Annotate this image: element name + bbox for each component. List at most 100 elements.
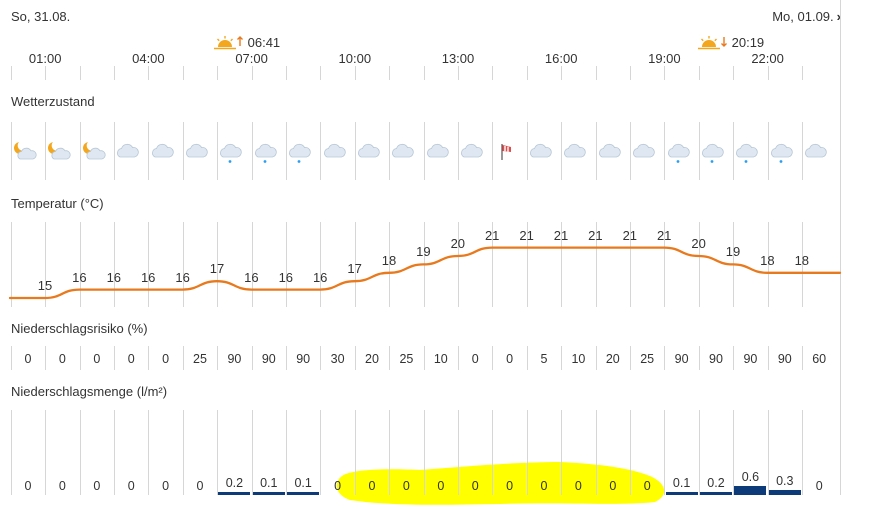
light-rain-icon [665, 138, 691, 164]
temperature-line [8, 246, 842, 300]
cloudy-icon [527, 138, 553, 164]
condition-grid-line [45, 122, 46, 180]
temperature-value: 16 [278, 269, 294, 285]
risk-grid-line [355, 346, 356, 370]
rain-risk-value: 25 [399, 352, 414, 366]
rain-amount-value: 0.1 [260, 476, 278, 490]
rain-amount-value: 0 [24, 479, 32, 493]
temperature-value: 21 [484, 227, 500, 243]
condition-grid-line [183, 122, 184, 180]
cloudy-icon [321, 138, 347, 164]
rain-risk-value: 90 [674, 352, 689, 366]
rain-risk-value: 60 [812, 352, 827, 366]
temperature-value: 18 [381, 252, 397, 268]
time-tick [630, 66, 631, 80]
time-tick [664, 66, 665, 80]
rain-amount-value: 0.1 [672, 476, 691, 490]
risk-grid-line [664, 346, 665, 370]
temperature-value: 21 [656, 227, 672, 243]
risk-grid-line [389, 346, 390, 370]
rain-amount-bar [287, 492, 320, 495]
light-rain-icon [286, 138, 312, 164]
amount-grid-line [768, 410, 769, 495]
time-tick [217, 66, 218, 80]
condition-grid-line [286, 122, 287, 180]
condition-grid-line [630, 122, 631, 180]
condition-grid-line [527, 122, 528, 180]
time-tick [320, 66, 321, 80]
cloudy-icon [802, 138, 828, 164]
rain-risk-value: 90 [227, 352, 242, 366]
amount-grid-line [183, 410, 184, 495]
amount-grid-line [286, 410, 287, 495]
rain-risk-value: 90 [261, 352, 276, 366]
condition-grid-line [217, 122, 218, 180]
risk-grid-line [252, 346, 253, 370]
rain-risk-value: 25 [640, 352, 655, 366]
rain-amount-value: 0 [402, 479, 410, 493]
time-tick [424, 66, 425, 80]
date-right-label: Mo, 01.09. [772, 9, 834, 24]
rain-amount-value: 0.2 [225, 476, 244, 490]
amount-grid-line [733, 410, 734, 495]
temperature-value: 21 [588, 227, 603, 243]
sunrise-time: 06:41 [247, 35, 281, 50]
temperature-grid-line [355, 222, 356, 307]
risk-grid-line [802, 346, 803, 370]
time-tick [183, 66, 184, 80]
temperature-grid-line [320, 222, 321, 307]
time-tick [355, 66, 356, 80]
rain-risk-value: 90 [296, 352, 311, 366]
section-title-rain-amount: Niederschlagsmenge (l/m²) [11, 384, 168, 399]
amount-grid-line [80, 410, 81, 495]
rain-risk-value: 0 [58, 352, 66, 366]
condition-grid-line [733, 122, 734, 180]
temperature-value: 16 [72, 269, 87, 285]
date-right-link[interactable]: Mo, 01.09. › [772, 9, 841, 24]
cloudy-icon [630, 138, 656, 164]
cloudy-icon [596, 138, 622, 164]
rain-risk-value: 90 [743, 352, 758, 366]
cloudy-icon [114, 138, 140, 164]
risk-grid-line [183, 346, 184, 370]
sunset-marker: 20:19 [698, 34, 764, 50]
time-label: 01:00 [28, 51, 62, 66]
risk-grid-line [561, 346, 562, 370]
rain-risk-value: 30 [330, 352, 345, 366]
temperature-value: 16 [175, 269, 190, 285]
amount-grid-line [596, 410, 597, 495]
temperature-grid-line [802, 222, 803, 307]
rain-amount-bar [734, 486, 767, 495]
light-rain-icon [768, 138, 794, 164]
rain-amount-value: 0 [643, 479, 651, 493]
time-tick [699, 66, 700, 80]
temperature-grid-line [389, 222, 390, 307]
amount-grid-line [699, 410, 700, 495]
temperature-grid-line [596, 222, 597, 307]
amount-grid-line [355, 410, 356, 495]
temperature-grid-line [183, 222, 184, 307]
risk-grid-line [699, 346, 700, 370]
rain-amount-value: 0 [127, 479, 135, 493]
temperature-grid-line [114, 222, 115, 307]
rain-amount-value: 0 [368, 479, 376, 493]
condition-grid-line [389, 122, 390, 180]
sunrise-marker: 06:41 [214, 34, 280, 50]
rain-amount-value: 0 [815, 479, 823, 493]
temperature-grid-line [699, 222, 700, 307]
temperature-value: 19 [416, 244, 431, 260]
time-label: 22:00 [751, 51, 784, 66]
chevron-right-icon[interactable]: › [836, 9, 841, 24]
cloudy-icon [183, 138, 209, 164]
time-tick [148, 66, 149, 80]
temperature-grid-line [664, 222, 665, 307]
temperature-value: 21 [622, 227, 638, 243]
cloudy-icon [149, 138, 175, 164]
time-tick [114, 66, 115, 80]
temperature-grid-line [768, 222, 769, 307]
temperature-value: 21 [553, 227, 569, 243]
light-rain-icon [252, 138, 278, 164]
rain-amount-value: 0 [93, 479, 101, 493]
rain-amount-bar [218, 492, 251, 495]
time-label: 19:00 [648, 51, 681, 66]
